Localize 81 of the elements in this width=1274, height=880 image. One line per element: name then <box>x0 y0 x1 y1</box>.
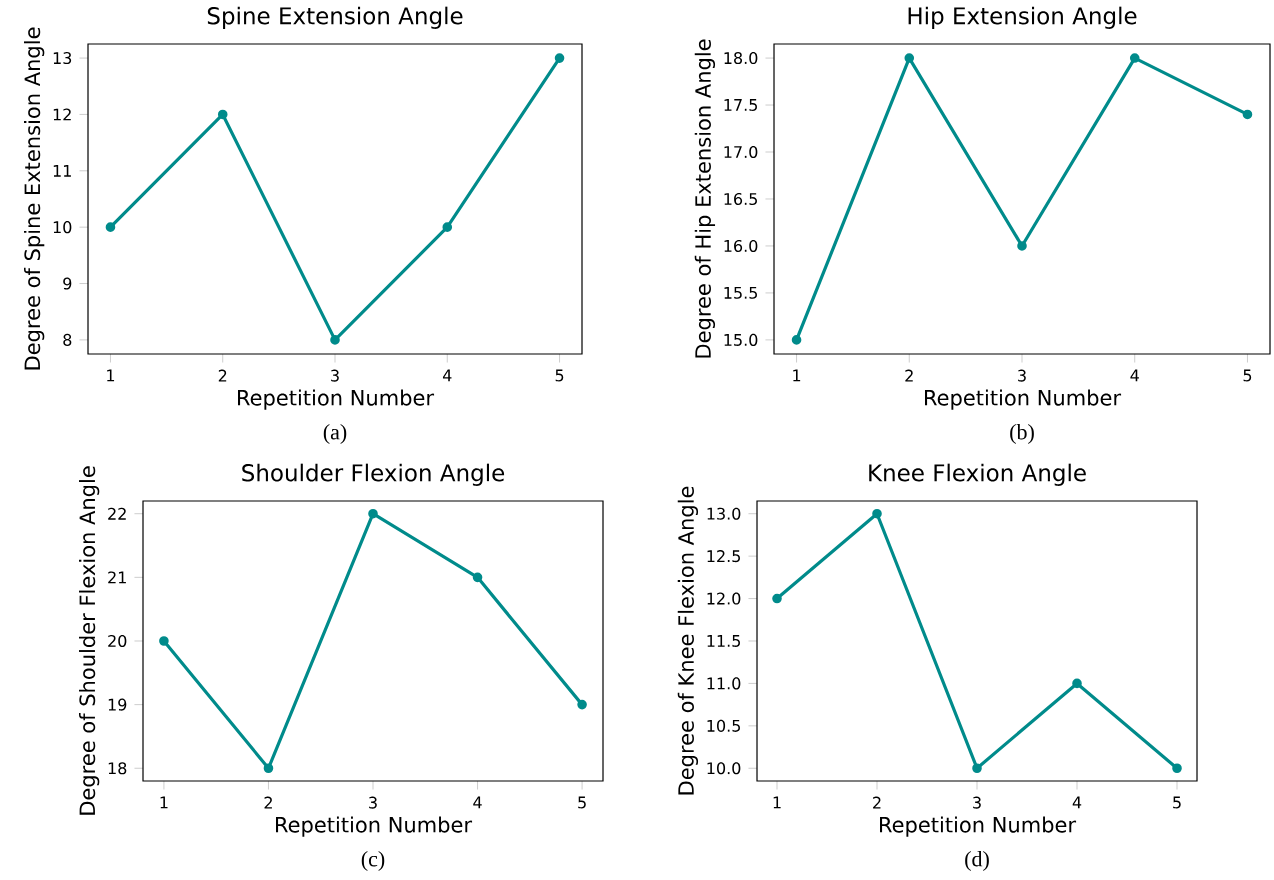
y-tick-label: 15.0 <box>724 333 758 346</box>
y-tick-label: 10 <box>53 221 72 234</box>
point <box>159 636 169 646</box>
point <box>554 53 565 63</box>
point <box>1017 241 1027 251</box>
y-tick-label: 12 <box>53 108 71 121</box>
point <box>217 109 228 120</box>
x-tick-label: 1 <box>793 369 801 382</box>
y-tick-label: 11.0 <box>707 677 741 690</box>
x-axis-title: Repetition Number <box>276 816 473 837</box>
y-tick-label: 18.0 <box>724 52 758 65</box>
x-tick-label: 1 <box>160 796 168 809</box>
point <box>1072 678 1082 689</box>
x-axis-title: Repetition Number <box>880 816 1077 837</box>
x-tick-label: 3 <box>1018 369 1026 382</box>
x-tick-label: 3 <box>331 369 339 382</box>
y-tick-label: 16.0 <box>724 239 758 252</box>
x-tick-label: 4 <box>442 369 452 382</box>
y-tick-label: 10.0 <box>707 762 741 775</box>
y-tick-label: 10.5 <box>707 719 740 732</box>
y-tick-label: 18 <box>108 762 127 775</box>
y-tick-label: 13.0 <box>707 507 741 520</box>
y-tick-label: 11.5 <box>707 635 740 647</box>
x-tick-label: 5 <box>1173 796 1181 809</box>
x-tick-label: 4 <box>1072 796 1082 809</box>
y-tick-label: 11 <box>53 164 71 177</box>
point <box>577 699 587 710</box>
text: (d) <box>965 851 989 871</box>
point <box>972 763 982 774</box>
y-tick-label: 8 <box>63 333 72 346</box>
x-axis-title: Repetition Number <box>925 389 1122 410</box>
point <box>330 335 340 345</box>
point <box>791 335 802 345</box>
x-tick-label: 2 <box>218 369 227 382</box>
x-tick-label: 1 <box>107 369 115 382</box>
y-axis-title: Degree of Shoulder Flexion Angle <box>79 466 100 815</box>
y-tick-label: 17.0 <box>724 145 758 159</box>
y-axis-title: Degree of Hip Extension Angle <box>694 39 716 358</box>
y-tick-label: 17.5 <box>724 99 757 111</box>
point <box>1172 763 1182 774</box>
point <box>772 593 782 604</box>
y-tick-label: 16.5 <box>724 192 757 206</box>
x-tick-label: 4 <box>1130 369 1139 382</box>
point <box>263 763 274 774</box>
point <box>472 572 483 583</box>
y-tick-label: 22 <box>108 507 126 520</box>
text: (c) <box>361 851 385 871</box>
y-tick-label: 15.5 <box>724 286 757 299</box>
y-tick-label: 12.5 <box>707 550 740 563</box>
chart-title: Hip Extension Angle <box>908 6 1137 29</box>
y-axis-title: Degree of Spine Extension Angle <box>24 27 45 370</box>
point <box>442 222 453 232</box>
x-tick-label: 5 <box>1243 369 1252 382</box>
text: (b) <box>1010 424 1034 444</box>
x-tick-label: 3 <box>369 796 377 809</box>
point <box>1129 53 1140 63</box>
point <box>904 53 915 63</box>
point <box>368 508 378 519</box>
point <box>105 222 116 232</box>
x-tick-label: 1 <box>773 796 781 809</box>
chart-title: Shoulder Flexion Angle <box>242 463 505 486</box>
x-axis-title: Repetition Number <box>238 389 435 410</box>
y-tick-label: 21 <box>108 571 126 584</box>
x-tick-label: 2 <box>264 796 272 809</box>
y-tick-label: 20 <box>108 634 127 648</box>
y-tick-label: 12.0 <box>707 592 741 605</box>
y-tick-label: 13 <box>53 52 72 65</box>
point <box>872 508 882 519</box>
x-tick-label: 4 <box>473 796 482 809</box>
x-tick-label: 2 <box>873 796 881 809</box>
x-tick-label: 5 <box>578 796 586 809</box>
y-axis-title: Degree of Knee Flexion Angle <box>677 486 699 795</box>
y-tick-label: 19 <box>108 698 127 711</box>
x-tick-label: 5 <box>555 369 564 382</box>
point <box>1242 109 1253 120</box>
x-tick-label: 2 <box>905 369 913 382</box>
x-tick-label: 3 <box>973 796 981 809</box>
chart-title: Spine Extension Angle <box>207 6 463 29</box>
chart-title: Knee Flexion Angle <box>869 463 1086 486</box>
y-tick-label: 9 <box>63 277 72 290</box>
text: (a) <box>323 424 347 444</box>
